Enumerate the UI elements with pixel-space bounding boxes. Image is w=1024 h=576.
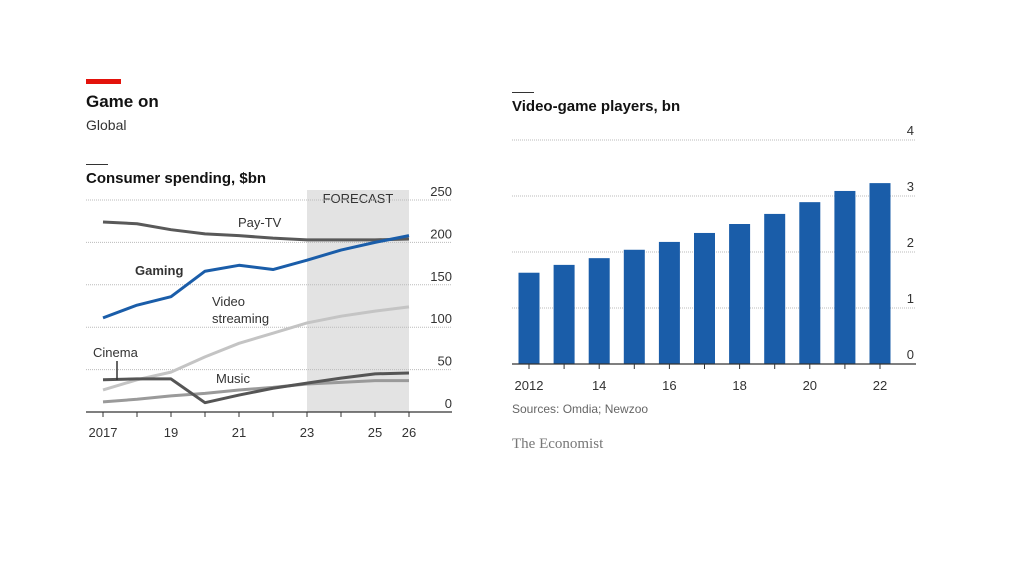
series-line-cinema <box>102 371 410 405</box>
bar <box>694 232 715 364</box>
bar <box>869 183 891 364</box>
bar <box>588 258 610 364</box>
x-tick-label: 26 <box>402 425 416 440</box>
y-tick-label: 100 <box>430 311 452 326</box>
x-tick-label: 16 <box>662 378 676 393</box>
y-tick-label: 3 <box>907 179 914 194</box>
label-cinema: Cinema <box>93 345 139 360</box>
x-tick-label: 20 <box>803 378 817 393</box>
x-tick-label: 25 <box>368 425 382 440</box>
label-video-streaming: streaming <box>212 311 269 326</box>
label-video-streaming: Video <box>212 294 245 309</box>
y-tick-label: 2 <box>907 235 914 250</box>
divider <box>86 164 108 165</box>
label-gaming: Gaming <box>135 263 183 278</box>
brand-logo: The Economist <box>512 436 604 452</box>
x-tick-label: 23 <box>300 425 314 440</box>
series-line-gaming <box>102 234 410 320</box>
label-music: Music <box>216 371 250 386</box>
page-title: Game on <box>86 92 159 111</box>
x-tick-label: 22 <box>873 378 887 393</box>
y-tick-label: 4 <box>907 123 914 138</box>
forecast-band <box>307 190 409 412</box>
y-tick-label: 200 <box>430 226 452 241</box>
label-pay-tv: Pay-TV <box>238 215 282 230</box>
page-subtitle: Global <box>86 117 127 133</box>
y-tick-label: 1 <box>907 291 914 306</box>
x-tick-label: 2017 <box>89 425 118 440</box>
source-note: Sources: Omdia; Newzoo <box>512 402 649 416</box>
bar <box>623 249 645 364</box>
forecast-label: FORECAST <box>323 191 394 206</box>
bar <box>834 190 856 364</box>
x-tick-label: 19 <box>164 425 178 440</box>
bar <box>553 264 575 364</box>
bar <box>799 202 821 364</box>
bar <box>518 272 540 364</box>
series-line-video-streaming <box>102 305 410 392</box>
x-tick-label: 21 <box>232 425 246 440</box>
x-tick-label: 2012 <box>515 378 544 393</box>
y-tick-label: 0 <box>445 396 452 411</box>
brand-red-bar <box>86 79 121 84</box>
series-line-music <box>102 379 409 404</box>
x-tick-label: 18 <box>732 378 746 393</box>
bar <box>764 213 786 364</box>
right-chart-title: Video-game players, bn <box>512 98 681 115</box>
y-tick-label: 0 <box>907 347 914 362</box>
y-tick-label: 250 <box>430 184 452 199</box>
y-tick-label: 150 <box>430 269 452 284</box>
bar <box>658 241 680 364</box>
y-tick-label: 50 <box>438 354 452 369</box>
x-tick-label: 14 <box>592 378 606 393</box>
left-chart-title: Consumer spending, $bn <box>86 170 267 187</box>
bar <box>729 224 751 364</box>
series-line-pay-tv <box>102 220 410 242</box>
divider <box>512 92 534 93</box>
